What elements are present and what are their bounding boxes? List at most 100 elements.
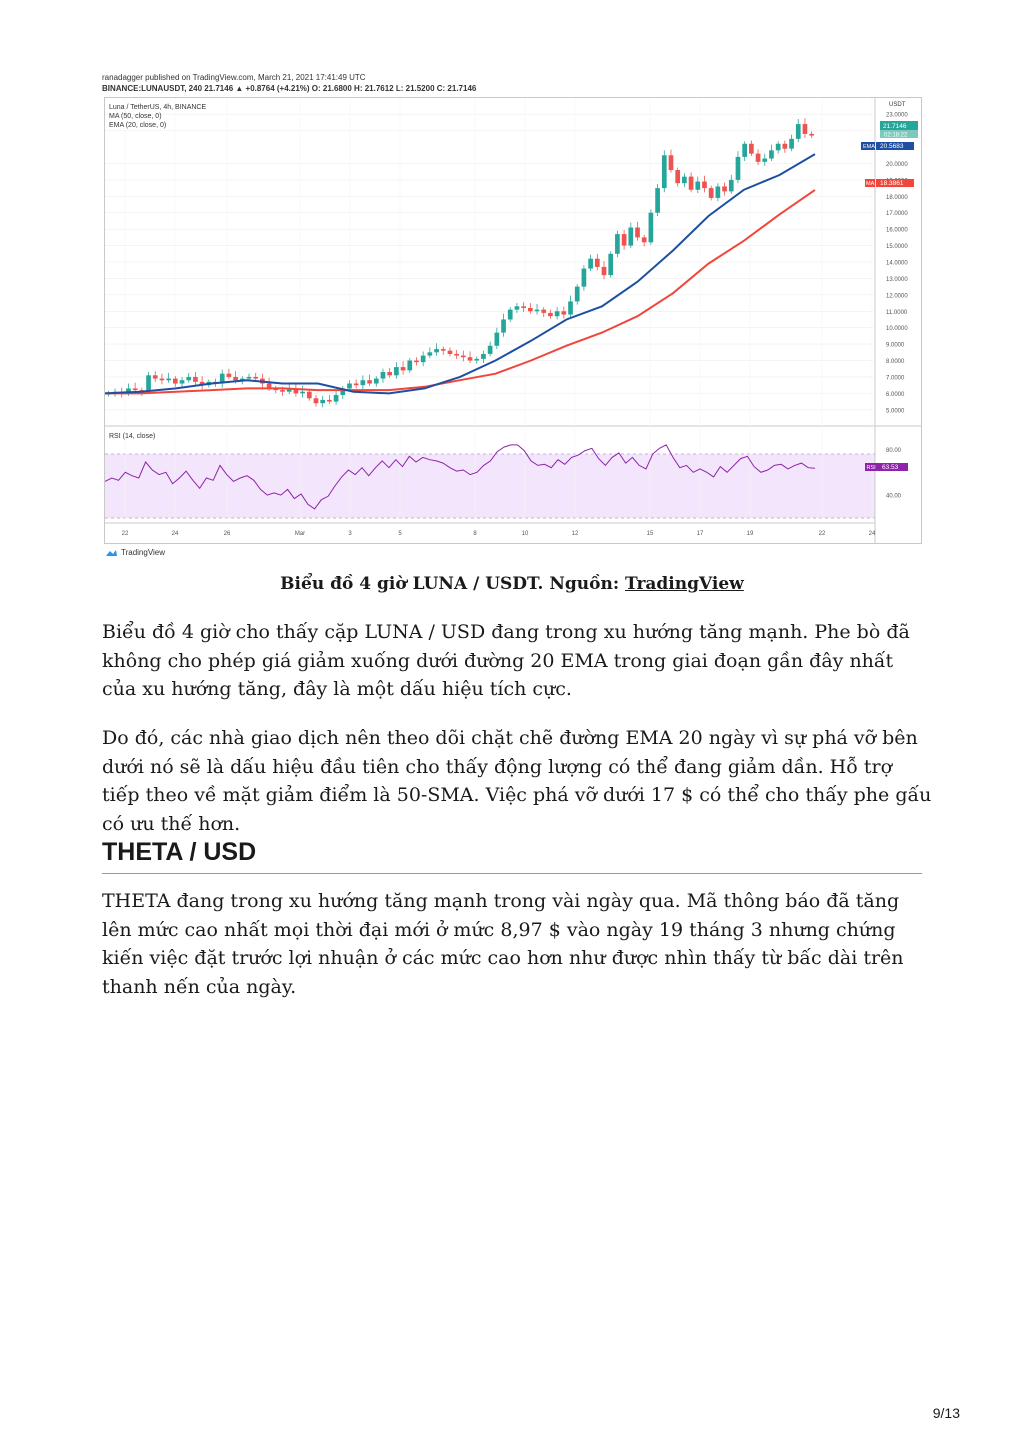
candle-body [306, 391, 312, 399]
candle-body [313, 398, 319, 404]
rsi-band [105, 454, 875, 518]
candle-body [300, 391, 305, 394]
candle-body [333, 395, 339, 402]
candle-body [735, 156, 741, 180]
candle-body [454, 353, 459, 356]
ma50-line [105, 189, 816, 395]
candle-body [420, 355, 426, 363]
candle-body [239, 378, 245, 381]
candle-body [467, 357, 473, 361]
rsi-tick-label: 80.00 [886, 448, 902, 454]
candle-body [199, 381, 205, 386]
time-tick-label: 3 [348, 531, 352, 537]
price-tick-label: 6.0000 [886, 392, 905, 398]
candle-body [688, 176, 694, 190]
candle-body [407, 360, 413, 371]
price-tick-label: 16.0000 [886, 228, 908, 234]
theta-paragraph: THETA đang trong xu hướng tăng mạnh tron… [102, 890, 904, 998]
candle-body [641, 237, 647, 243]
candle-body [615, 234, 620, 254]
ema-tag-label: EMA [863, 144, 875, 150]
candle-body [132, 388, 138, 391]
candle-body [527, 307, 533, 312]
price-tick-label: 11.0000 [886, 310, 908, 316]
rsi-line [104, 444, 816, 510]
candle-body [434, 349, 439, 353]
candle-body [400, 367, 406, 371]
candle-body [179, 380, 185, 384]
candle-body [521, 306, 526, 308]
candle-body [769, 150, 774, 159]
price-tick-label: 23.0000 [886, 113, 908, 119]
time-tick-label: 22 [122, 531, 129, 537]
candle-body [447, 350, 453, 354]
candle-body [534, 309, 540, 312]
legend-title: Luna / TetherUS, 4h, BINANCE [109, 104, 206, 111]
time-tick-label: 5 [398, 531, 402, 537]
candle-body [186, 376, 192, 381]
candle-body [749, 143, 754, 154]
candle-body [286, 388, 292, 392]
ema-tag [861, 142, 875, 150]
candle-body [668, 155, 674, 171]
candle-body [494, 332, 500, 346]
candle-body [172, 378, 178, 384]
candle-body [280, 390, 285, 392]
candle-body [246, 376, 252, 379]
candle-body [427, 352, 433, 356]
candle-body [353, 383, 359, 386]
candle-body [608, 253, 614, 276]
price-tick-label: 14.0000 [886, 261, 908, 267]
candle-body [152, 375, 158, 379]
candle-body [487, 345, 493, 354]
caption-link[interactable]: TradingView [625, 574, 744, 594]
candle-body [373, 378, 379, 384]
candle-body [682, 176, 687, 184]
price-tick-label: 8.0000 [886, 359, 905, 365]
legend-ma: MA (50, close, 0) [109, 113, 162, 120]
candle-body [514, 306, 520, 310]
candle-body [742, 143, 748, 157]
candle-body [253, 376, 259, 379]
candle-body [601, 266, 607, 276]
price-tick-label: 12.0000 [886, 293, 908, 299]
time-tick-label: 22 [819, 531, 826, 537]
candle-body [266, 383, 272, 389]
price-tick-label: 10.0000 [886, 326, 908, 332]
price-tick-label: 15.0000 [886, 244, 908, 250]
rsi-tag [865, 463, 878, 471]
candle-body [474, 358, 480, 361]
candle-body [795, 124, 801, 139]
candle-body [146, 375, 151, 392]
rsi-tag-label: RSI [867, 465, 877, 471]
candle-body [789, 138, 794, 149]
candle-body [347, 383, 352, 389]
candle-body [126, 388, 131, 394]
candle-body [702, 181, 707, 189]
candle-body [621, 234, 627, 246]
rsi-tick-label: 40.00 [886, 494, 902, 500]
currency-label: USDT [889, 102, 906, 108]
countdown-value: 02:18:22 [884, 133, 908, 139]
time-tick-label: 24 [869, 531, 876, 537]
candle-body [581, 268, 587, 287]
candle-body [762, 158, 768, 162]
candle-body [320, 399, 326, 404]
candle-body [387, 372, 393, 376]
ma-value-tag [876, 179, 914, 187]
candle-body [715, 186, 721, 198]
candle-body [628, 227, 634, 246]
candle-body [501, 319, 506, 333]
cloud-icon [106, 549, 117, 556]
candle-body [394, 367, 399, 376]
candle-body [367, 380, 372, 384]
candle-body [648, 212, 654, 243]
candle-body [548, 312, 553, 317]
rsi-value: 63.53 [882, 464, 899, 471]
candle-body [166, 378, 171, 381]
candle-body [380, 372, 386, 379]
ma-value: 18.3861 [880, 180, 904, 187]
candle-body [755, 153, 761, 162]
price-tick-label: 17.0000 [886, 211, 908, 217]
chart-publish-line: ranadagger published on TradingView.com,… [102, 73, 366, 82]
